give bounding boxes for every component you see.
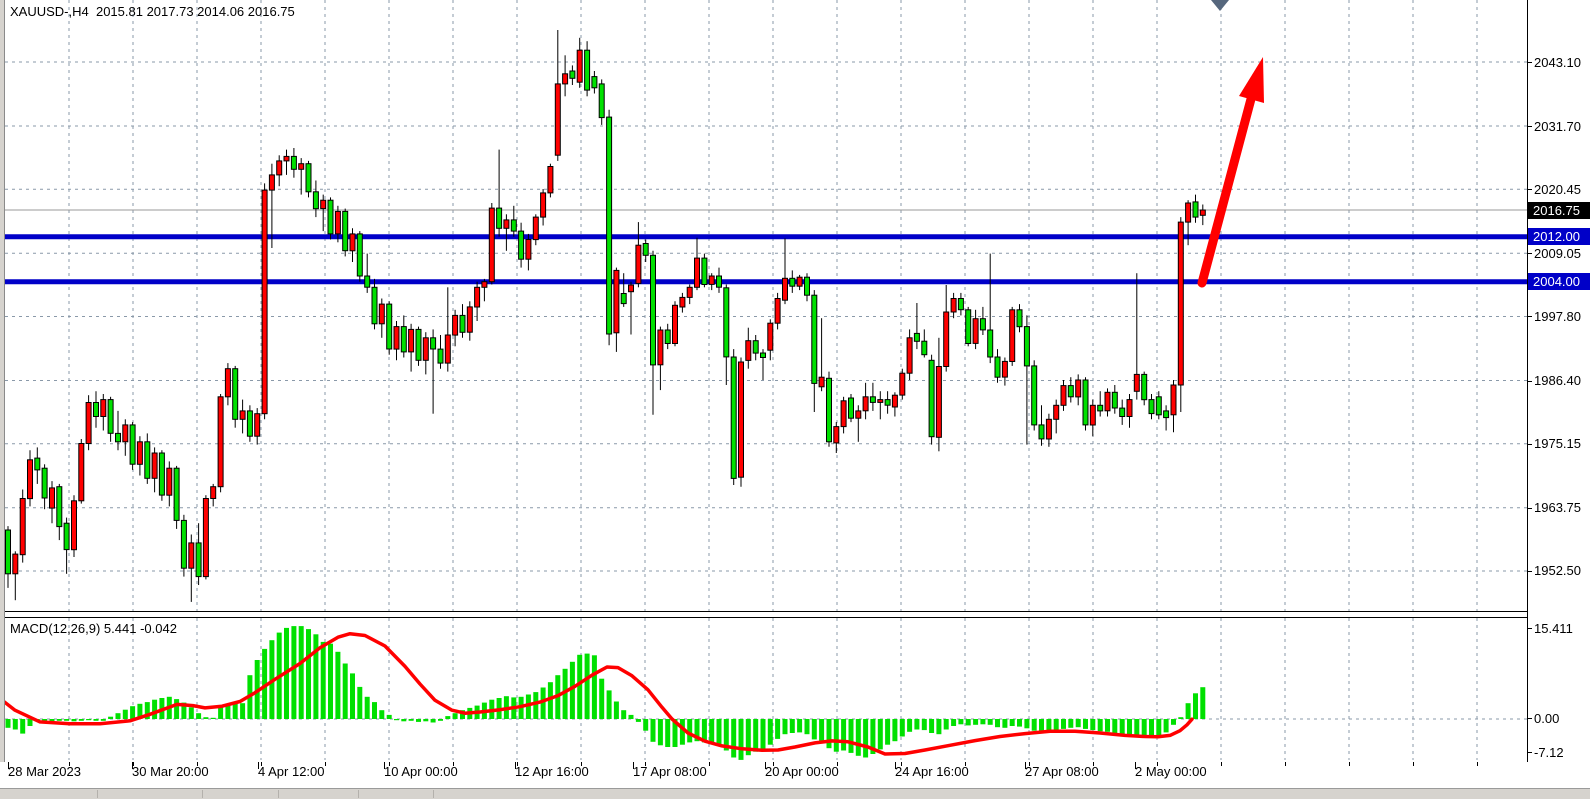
time-axis-minor-tick	[1221, 762, 1222, 766]
macd-histogram	[5, 626, 1206, 760]
chart-title-ohlc: XAUUSD-,H4 2015.81 2017.73 2014.06 2016.…	[10, 4, 295, 19]
macd-indicator-panel[interactable]	[5, 617, 1527, 763]
time-axis-minor-tick	[69, 762, 70, 766]
macd-axis-tick	[1527, 752, 1532, 753]
scrollbar-tick	[358, 790, 359, 798]
time-axis-minor-tick	[325, 762, 326, 766]
time-axis-minor-tick	[1413, 762, 1414, 766]
time-axis-label: 17 Apr 08:00	[633, 764, 707, 779]
time-axis-label: 27 Apr 08:00	[1025, 764, 1099, 779]
time-axis-major-tick	[258, 762, 259, 769]
scrollbar-tick	[433, 790, 434, 798]
price-axis-tick	[1527, 381, 1532, 382]
time-axis-label: 2 May 00:00	[1135, 764, 1207, 779]
price-axis-label: 1963.75	[1534, 500, 1581, 515]
level-price-badge: 2012.00	[1528, 228, 1590, 245]
time-axis-minor-tick	[1029, 762, 1030, 766]
window-left-edge	[0, 0, 5, 799]
macd-axis-tick	[1527, 628, 1532, 629]
time-axis-minor-tick	[1093, 762, 1094, 766]
time-axis-major-tick	[1135, 762, 1136, 769]
v-gridlines	[68, 0, 1478, 611]
chart-shift-marker-icon[interactable]	[1211, 0, 1229, 11]
time-axis-minor-tick	[1285, 762, 1286, 766]
macd-axis-tick	[1527, 718, 1532, 719]
price-axis-label: 2020.45	[1534, 182, 1581, 197]
time-axis-minor-tick	[773, 762, 774, 766]
time-axis-label: 10 Apr 00:00	[384, 764, 458, 779]
price-axis-tick	[1527, 508, 1532, 509]
time-axis-minor-tick	[261, 762, 262, 766]
price-axis-tick	[1527, 189, 1532, 190]
price-axis-label: 1975.15	[1534, 436, 1581, 451]
time-axis-major-tick	[765, 762, 766, 769]
horizontal-scrollbar[interactable]	[0, 788, 1590, 799]
scrollbar-tick	[97, 790, 98, 798]
price-axis-tick	[1527, 444, 1532, 445]
candlestick-chart	[5, 0, 1527, 611]
time-axis-minor-tick	[1477, 762, 1478, 766]
price-axis-label: 2009.05	[1534, 246, 1581, 261]
time-axis-label: 20 Apr 00:00	[765, 764, 839, 779]
macd-axis-label: 15.411	[1534, 621, 1573, 636]
price-axis-tick	[1527, 571, 1532, 572]
price-axis-label: 2031.70	[1534, 119, 1581, 134]
time-axis-minor-tick	[389, 762, 390, 766]
time-axis-major-tick	[384, 762, 385, 769]
time-axis-minor-tick	[837, 762, 838, 766]
time-axis-minor-tick	[517, 762, 518, 766]
time-axis-label: 30 Mar 20:00	[132, 764, 209, 779]
time-axis-minor-tick	[581, 762, 582, 766]
time-axis-minor-tick	[901, 762, 902, 766]
time-axis-major-tick	[1025, 762, 1026, 769]
macd-chart	[5, 618, 1527, 760]
price-axis-label: 2043.10	[1534, 55, 1581, 70]
price-axis-label: 1952.50	[1534, 563, 1581, 578]
macd-axis-label: 0.00	[1534, 711, 1560, 726]
macd-axis-label: -7.12	[1534, 745, 1564, 760]
current-price-badge: 2016.75	[1528, 202, 1590, 219]
scrollbar-tick	[278, 790, 279, 798]
time-axis-major-tick	[8, 762, 9, 769]
time-axis-major-tick	[515, 762, 516, 769]
time-axis-minor-tick	[133, 762, 134, 766]
time-axis-minor-tick	[965, 762, 966, 766]
price-axis-label: 1997.80	[1534, 309, 1581, 324]
time-axis-minor-tick	[709, 762, 710, 766]
macd-label: MACD(12,26,9) 5.441 -0.042	[10, 621, 177, 636]
price-axis[interactable]: 2043.10 2031.70 2020.45 2009.05 1997.80 1986.…	[1528, 0, 1590, 762]
time-axis-minor-tick	[1157, 762, 1158, 766]
price-axis-tick	[1527, 126, 1532, 127]
time-axis-major-tick	[895, 762, 896, 769]
trend-arrow-annotation[interactable]	[1197, 57, 1264, 288]
time-axis-major-tick	[132, 762, 133, 769]
macd-v-gridlines	[68, 618, 1478, 760]
time-axis-label: 12 Apr 16:00	[515, 764, 589, 779]
price-axis-tick	[1527, 62, 1532, 63]
time-axis-minor-tick	[645, 762, 646, 766]
time-axis-minor-tick	[197, 762, 198, 766]
time-axis-label: 28 Mar 2023	[8, 764, 81, 779]
scrollbar-tick	[202, 790, 203, 798]
candles	[5, 30, 1206, 602]
time-axis-major-tick	[633, 762, 634, 769]
time-axis-minor-tick	[453, 762, 454, 766]
price-chart-panel[interactable]	[5, 0, 1527, 612]
support-resistance-lines[interactable]	[5, 234, 1527, 285]
level-price-badge: 2004.00	[1528, 273, 1590, 290]
time-axis[interactable]	[0, 762, 1590, 788]
time-axis-label: 4 Apr 12:00	[258, 764, 325, 779]
macd-signal-line	[5, 631, 1194, 756]
price-axis-tick	[1527, 316, 1532, 317]
h-gridlines	[5, 61, 1527, 572]
price-axis-label: 1986.40	[1534, 373, 1581, 388]
time-axis-label: 24 Apr 16:00	[895, 764, 969, 779]
panel-splitter[interactable]	[5, 612, 1527, 617]
price-axis-tick	[1527, 253, 1532, 254]
time-axis-minor-tick	[1349, 762, 1350, 766]
